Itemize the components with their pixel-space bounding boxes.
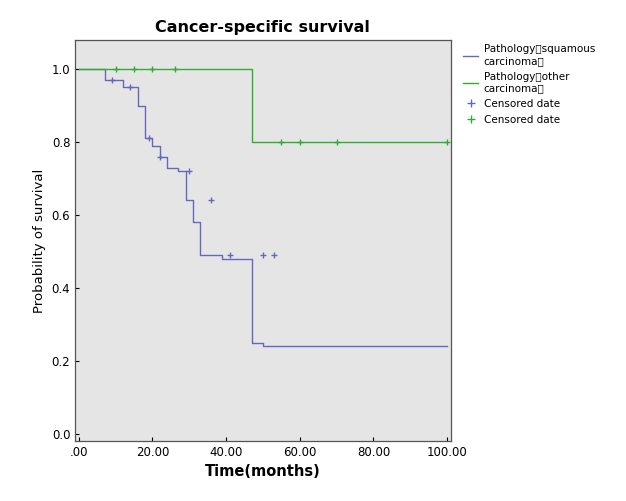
Title: Cancer-specific survival: Cancer-specific survival <box>155 20 371 35</box>
X-axis label: Time(months): Time(months) <box>205 464 321 479</box>
Legend: Pathology（squamous
carcinoma）, Pathology（other
carcinoma）, Censored date, Censor: Pathology（squamous carcinoma）, Pathology… <box>459 41 598 128</box>
Y-axis label: Probability of survival: Probability of survival <box>33 168 46 313</box>
